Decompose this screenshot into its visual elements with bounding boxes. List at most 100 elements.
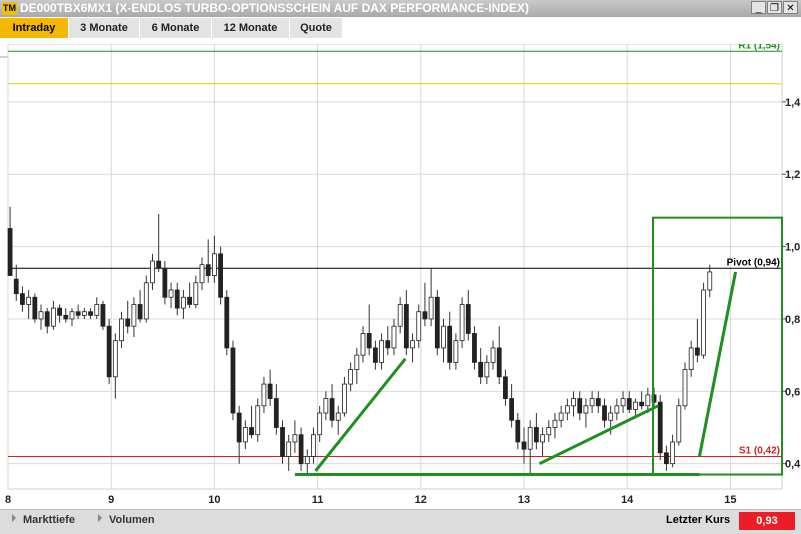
candle-body bbox=[366, 333, 372, 349]
close-button[interactable]: ✕ bbox=[783, 1, 798, 14]
candle-body bbox=[242, 427, 248, 443]
last-price-label: Letzter Kurs bbox=[666, 514, 731, 526]
candle-body bbox=[645, 394, 651, 407]
candle-body bbox=[119, 318, 124, 342]
candle-body bbox=[94, 304, 100, 316]
expand-arrow-icon bbox=[98, 514, 102, 522]
candle-body bbox=[162, 267, 168, 298]
tab-12-monate[interactable]: 12 Monate bbox=[212, 18, 290, 38]
x-tick-label: 9 bbox=[108, 494, 114, 506]
window-title: DE000TBX6MX1 (X-ENDLOS TURBO-OPTIONSSCHE… bbox=[20, 1, 529, 15]
volumen-label: Volumen bbox=[109, 514, 155, 526]
candle-body bbox=[137, 304, 143, 320]
candle-body bbox=[304, 456, 310, 465]
candle-body bbox=[193, 282, 199, 305]
candle-body bbox=[707, 271, 713, 291]
candle-body bbox=[478, 361, 484, 378]
trend-line bbox=[314, 357, 407, 472]
candle-body bbox=[583, 405, 589, 414]
candle-body bbox=[602, 405, 607, 421]
x-tick-label: 10 bbox=[208, 494, 220, 506]
candle-body bbox=[509, 398, 515, 421]
candle-body bbox=[694, 347, 700, 356]
x-tick-label: 14 bbox=[621, 494, 634, 506]
candle-body bbox=[63, 314, 69, 320]
tab-intraday[interactable]: Intraday bbox=[0, 18, 69, 38]
candle-body bbox=[472, 333, 477, 363]
tab-quote[interactable]: Quote bbox=[290, 18, 343, 38]
candle-body bbox=[156, 260, 162, 269]
minimize-button[interactable]: _ bbox=[751, 1, 766, 14]
candle-body bbox=[527, 427, 533, 450]
x-tick-label: 8 bbox=[5, 494, 11, 506]
candle-body bbox=[69, 311, 75, 320]
candle-body bbox=[335, 412, 341, 421]
y-tick-label: 0,8 bbox=[785, 314, 800, 326]
candle-body bbox=[546, 427, 552, 436]
candle-body bbox=[224, 296, 230, 349]
restore-button[interactable]: ❐ bbox=[767, 1, 782, 14]
candle-body bbox=[286, 441, 292, 457]
candle-body bbox=[106, 325, 112, 378]
candle-body bbox=[230, 347, 236, 414]
candle-body bbox=[608, 412, 614, 421]
candle-body bbox=[26, 296, 32, 305]
candle-body bbox=[422, 311, 428, 320]
chart-svg: R1 (1,54) Pivot (0,94) S1 (0,42) 8 9 10 11 12 1… bbox=[5, 40, 801, 506]
candle-body bbox=[558, 412, 564, 421]
candle-body bbox=[540, 434, 545, 443]
candle-body bbox=[317, 412, 323, 436]
candle-body bbox=[453, 340, 459, 363]
markttiefe-toggle[interactable]: Markttiefe bbox=[12, 514, 75, 526]
candle-body bbox=[255, 405, 261, 436]
candle-body bbox=[515, 419, 521, 443]
y-tick-label: 1,4 bbox=[785, 97, 801, 109]
volumen-toggle[interactable]: Volumen bbox=[98, 514, 155, 526]
candles bbox=[7, 206, 713, 475]
candle-body bbox=[360, 333, 366, 356]
price-chart[interactable]: R1 (1,54) Pivot (0,94) S1 (0,42) 8 9 10 11 12 1… bbox=[0, 40, 801, 506]
candle-body bbox=[57, 307, 62, 316]
candle-body bbox=[292, 434, 298, 443]
candle-body bbox=[620, 398, 626, 407]
candle-body bbox=[564, 405, 570, 414]
candle-body bbox=[372, 347, 378, 363]
candle-body bbox=[496, 347, 502, 378]
candle-body bbox=[7, 228, 13, 276]
trend-line bbox=[538, 404, 659, 466]
candle-body bbox=[20, 293, 25, 305]
candle-body bbox=[614, 405, 620, 414]
candle-body bbox=[199, 264, 205, 284]
bottom-bar: Markttiefe Volumen Letzter Kurs 0,93 bbox=[0, 509, 801, 534]
candle-body bbox=[13, 278, 19, 295]
level-label: Pivot (0,94) bbox=[727, 257, 780, 268]
candle-body bbox=[323, 398, 329, 414]
candle-body bbox=[385, 340, 391, 349]
candle-body bbox=[589, 398, 595, 407]
candle-body bbox=[261, 383, 267, 407]
app-logo: TM bbox=[2, 2, 17, 15]
candle-body bbox=[484, 361, 490, 378]
y-tick-label: 1,0 bbox=[785, 242, 800, 254]
candle-body bbox=[403, 304, 409, 349]
timeframe-tabs: Intraday 3 Monate 6 Monate 12 Monate Quo… bbox=[0, 17, 801, 58]
candle-body bbox=[329, 398, 335, 421]
candle-body bbox=[682, 369, 688, 407]
candle-body bbox=[410, 340, 415, 349]
candle-body bbox=[311, 434, 316, 457]
candle-body bbox=[205, 264, 211, 276]
candle-body bbox=[75, 311, 81, 316]
candle-body bbox=[174, 289, 180, 309]
candle-body bbox=[503, 376, 508, 399]
candle-body bbox=[379, 340, 384, 363]
candle-body bbox=[465, 304, 471, 334]
tab-3-monate[interactable]: 3 Monate bbox=[69, 18, 140, 38]
candle-body bbox=[348, 369, 354, 385]
candle-body bbox=[633, 401, 638, 410]
candle-body bbox=[428, 296, 434, 320]
candle-body bbox=[521, 441, 527, 450]
trend-line bbox=[697, 271, 738, 457]
x-tick-label: 12 bbox=[415, 494, 427, 506]
tab-6-monate[interactable]: 6 Monate bbox=[140, 18, 212, 38]
candle-body bbox=[441, 325, 446, 349]
